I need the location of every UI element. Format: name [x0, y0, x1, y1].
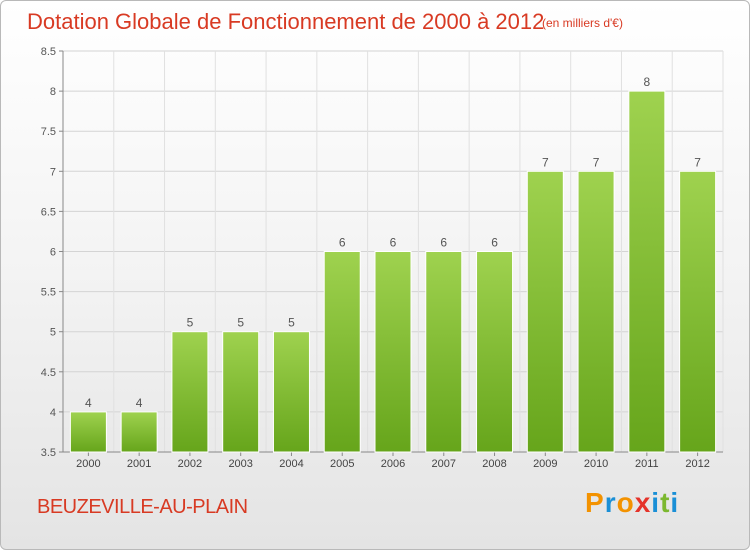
place-name: BEUZEVILLE-AU-PLAIN [37, 496, 248, 518]
logo-letter: r [604, 487, 617, 518]
logo-letter: i [651, 487, 661, 518]
data-label: 4 [136, 396, 143, 410]
y-tick-label: 7 [50, 166, 56, 178]
bar [222, 331, 260, 453]
x-tick-label: 2010 [584, 458, 608, 470]
logo-letter: P [585, 487, 605, 518]
y-tick-label: 8.5 [41, 46, 56, 58]
bar [425, 251, 463, 453]
logo-letter: i [670, 487, 680, 518]
bar [526, 170, 564, 453]
bar [577, 170, 615, 453]
data-label: 4 [85, 396, 92, 410]
data-label: 7 [542, 155, 549, 169]
data-label: 8 [644, 75, 651, 89]
data-label: 6 [339, 236, 346, 250]
bar [272, 331, 310, 453]
data-label: 7 [694, 155, 701, 169]
x-tick-label: 2008 [482, 458, 506, 470]
chart-subtitle: (en milliers d'€) [542, 16, 623, 30]
bar [679, 170, 717, 453]
y-tick-label: 4.5 [41, 367, 56, 379]
data-labels: 4 4 5 5 5 6 6 6 6 7 7 8 7 [85, 75, 701, 410]
bar [120, 411, 158, 453]
logo-letter: x [634, 487, 652, 518]
y-tick-label: 3.5 [41, 447, 56, 459]
x-tick-label: 2001 [127, 458, 151, 470]
data-label: 6 [440, 236, 447, 250]
bars [69, 90, 717, 453]
x-tick-label: 2002 [178, 458, 202, 470]
x-tick-label: 2007 [432, 458, 456, 470]
data-label: 5 [187, 316, 194, 330]
bar [628, 90, 666, 453]
y-tick-label: 5.5 [41, 287, 56, 299]
bar [374, 251, 412, 453]
data-label: 5 [237, 316, 244, 330]
bar [69, 411, 107, 453]
y-tick-label: 6 [50, 247, 56, 259]
x-tick-label: 2011 [635, 458, 659, 470]
data-label: 5 [288, 316, 295, 330]
x-tick-label: 2004 [279, 458, 303, 470]
data-label: 7 [593, 155, 600, 169]
proxiti-logo: Proxiti [585, 487, 679, 519]
y-tick-label: 8 [50, 86, 56, 98]
bar [171, 331, 209, 453]
x-tick-label: 2003 [228, 458, 252, 470]
bar [476, 251, 514, 453]
bar [323, 251, 361, 453]
y-tick-label: 5 [50, 327, 56, 339]
x-tick-label: 2006 [381, 458, 405, 470]
chart-title: Dotation Globale de Fonctionnement de 20… [27, 9, 545, 34]
y-tick-label: 6.5 [41, 206, 56, 218]
y-tick-label: 4 [50, 407, 56, 419]
x-tick-label: 2000 [76, 458, 100, 470]
data-label: 6 [390, 236, 397, 250]
x-tick-label: 2012 [685, 458, 709, 470]
y-tick-label: 7.5 [41, 126, 56, 138]
logo-letter: o [616, 487, 635, 518]
x-tick-label: 2009 [533, 458, 557, 470]
logo-letter: t [660, 487, 671, 518]
x-tick-label: 2005 [330, 458, 354, 470]
data-label: 6 [491, 236, 498, 250]
